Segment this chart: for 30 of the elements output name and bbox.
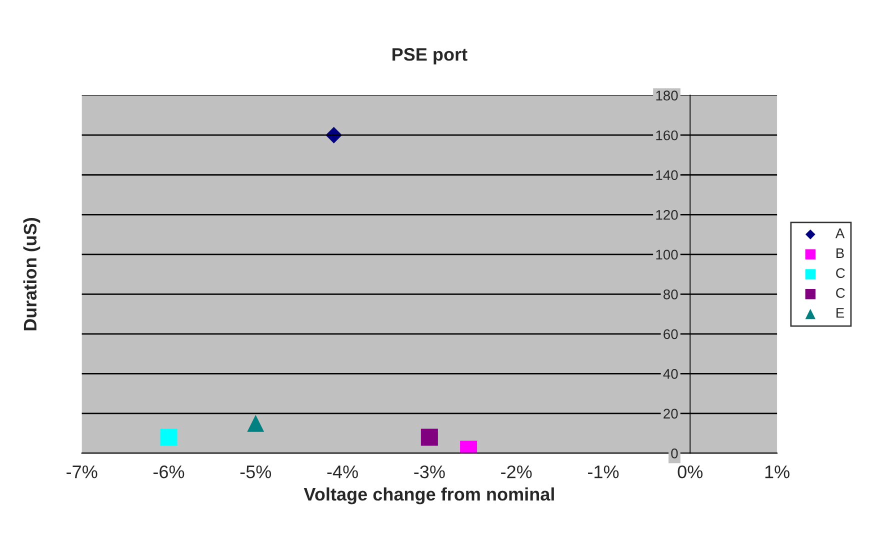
y-axis-title: Duration (uS) xyxy=(23,218,40,330)
legend-label: C xyxy=(836,268,845,278)
x-tick-label: -5% xyxy=(240,466,272,478)
y-tick-label: 80 xyxy=(663,289,678,300)
x-tick-label: 0% xyxy=(678,465,703,478)
point xyxy=(420,428,438,446)
legend-label: B xyxy=(836,248,844,258)
y-tick-label: 100 xyxy=(656,250,678,260)
x-tick-label: -1% xyxy=(588,466,619,478)
legend-label: E xyxy=(836,308,844,318)
y-tick-label: 0 xyxy=(671,448,678,458)
y-tick-label: 40 xyxy=(663,369,678,379)
x-tick-label: -2% xyxy=(501,465,532,478)
y-tick-label: 140 xyxy=(656,170,678,180)
x-tick-label: -4% xyxy=(327,466,358,478)
chart-title: PSE port xyxy=(392,48,468,64)
y-tick-label: 160 xyxy=(656,130,678,140)
x-tick-label: -3% xyxy=(414,465,445,478)
point xyxy=(247,414,264,432)
x-tick-label: 1% xyxy=(765,466,790,478)
legend-label: A xyxy=(835,228,845,238)
y-tick-label: 60 xyxy=(664,329,678,340)
x-tick-label: -7% xyxy=(66,466,98,478)
x-axis-title: Voltage change from nominal xyxy=(304,487,554,504)
y-tick-label: 120 xyxy=(656,210,678,220)
y-tick-label: 180 xyxy=(656,90,678,101)
legend-label: C xyxy=(836,288,845,298)
point xyxy=(160,428,178,446)
x-tick-label: -6% xyxy=(153,465,184,478)
y-tick-label: 20 xyxy=(664,408,678,419)
